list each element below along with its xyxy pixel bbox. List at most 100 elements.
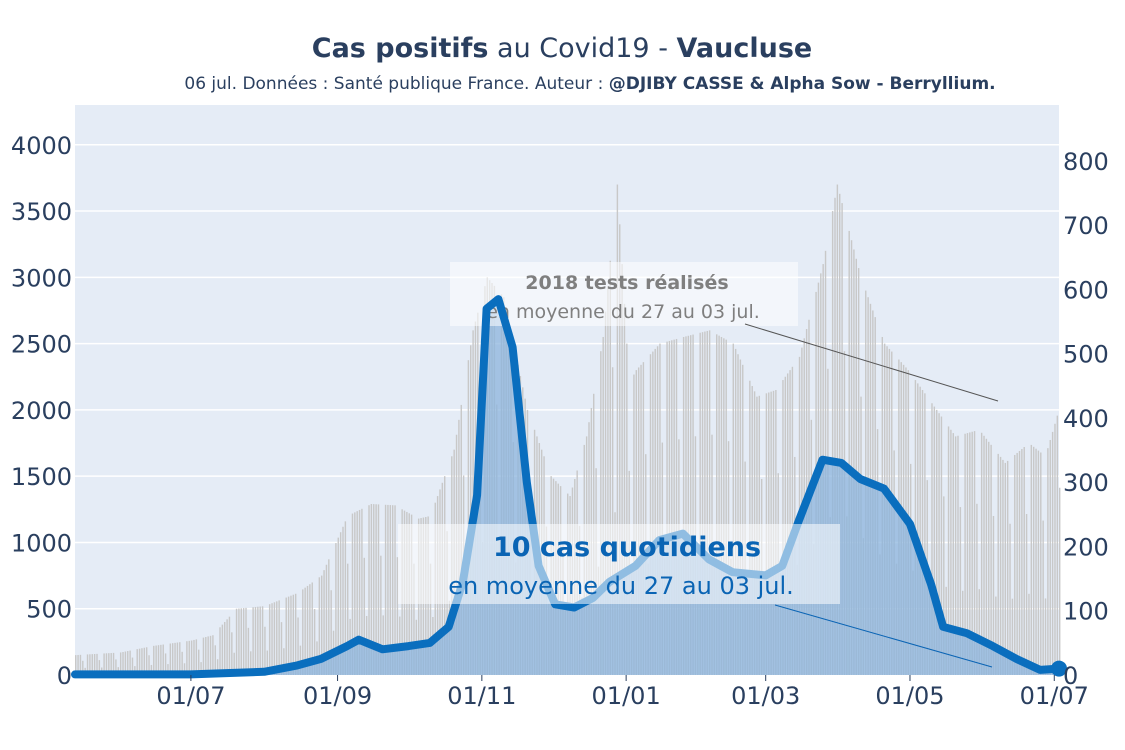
tests-bar [940,416,943,675]
tests-bar [176,642,179,675]
tests-bar [228,616,231,675]
tests-bar [375,504,377,675]
tests-bar [716,334,718,675]
tests-bar [720,336,723,675]
tests-bar [202,637,205,675]
tests-bar [361,508,363,675]
tests-bar [219,627,221,675]
tests-bar [136,649,138,675]
tests-bar [380,555,382,675]
tests-bar [675,338,678,675]
tests-bar [985,438,988,675]
tests-bar [280,622,283,675]
tests-bar [387,504,389,675]
x-axis-ticks: 01/07 01/09 01/11 01/01 01/03 01/05 01/07 [156,675,1089,710]
tests-bar [652,351,654,675]
tests-bar [685,336,687,675]
tests-bar [834,197,836,675]
tests-bar [607,286,609,675]
tests-bar [347,563,349,675]
tests-bar [254,606,257,675]
tests-bar [221,624,224,675]
tests-bar [190,640,193,675]
tests-bar [79,654,82,675]
tests-bar [287,596,290,675]
tests-bar [271,603,273,675]
tests-bar [207,636,209,675]
tests-bar [294,593,297,675]
tests-bar [429,563,432,675]
tests-bar [264,626,266,675]
tests-bar [966,433,969,675]
tests-bar [673,339,675,675]
tests-bar [1044,598,1047,675]
tests-bar [143,647,146,675]
tests-bar [857,268,860,675]
tests-bar [86,654,89,675]
tests-bar [344,521,347,675]
tests-bar [983,435,985,675]
tests-bar [682,336,685,675]
tests-bar [701,332,704,675]
tests-bar [654,348,656,675]
tests-bar [179,642,181,675]
tests-bar [363,557,365,675]
tests-bar [77,654,79,675]
tests-bar [226,619,228,675]
tests-bar [997,453,999,675]
tests-bar [342,526,344,675]
tests-bar [171,643,174,675]
tests-bar [604,311,607,675]
y-right-tick-label: 600 [1063,276,1109,304]
tests-bar [969,432,971,675]
y-left-tick-label: 3000 [11,264,72,292]
tests-bar [209,635,212,675]
tests-bar [124,651,127,675]
tests-bar [98,660,101,675]
tests-bar [91,654,93,675]
tests-bar [337,537,339,675]
tests-bar [649,354,652,675]
tests-bar [1040,452,1042,675]
tests-annotation-subtitle: en moyenne du 27 au 03 jul. [486,301,760,323]
tests-bar [131,657,134,675]
tests-bar [356,511,358,675]
tests-bar [1035,448,1037,675]
tests-bar [1016,452,1018,675]
tests-bar [285,597,287,675]
tests-bar [1006,460,1009,675]
tests-bar [351,513,354,675]
tests-bar [103,653,105,675]
y-axis-right-ticks: 0 100 200 300 400 500 600 700 800 [1063,148,1109,690]
tests-bar [954,436,957,675]
tests-bar [1023,447,1025,675]
tests-bar [259,606,261,675]
tests-bar [739,359,742,675]
tests-bar [988,441,990,675]
tests-bar [214,645,216,675]
y-right-tick-label: 500 [1063,341,1109,369]
cases-annotation-arrow [774,604,993,668]
tests-bar [292,594,295,675]
cases-annotation-title: 10 cas quotidiens [493,532,761,563]
y-left-tick-label: 4000 [11,132,72,160]
tests-bar [110,653,112,675]
tests-bar [656,346,659,675]
tests-bar [153,645,155,675]
tests-bar [642,362,645,675]
tests-bar [129,650,131,675]
tests-bar [1059,487,1061,675]
tests-bar [1030,444,1033,675]
tests-bar [396,557,399,675]
y-axis-left-ticks: 0 500 1000 1500 2000 2500 3000 3500 4000 [11,132,72,690]
tests-bar [238,608,240,675]
tests-bar [127,651,129,675]
tests-bar [247,627,250,675]
tests-bar [278,600,280,675]
tests-bar [309,584,311,675]
tests-bar [339,532,342,675]
tests-bar [999,456,1002,675]
x-tick-label: 01/11 [447,682,516,710]
tests-bar [1011,598,1014,675]
tests-bar [200,662,202,675]
